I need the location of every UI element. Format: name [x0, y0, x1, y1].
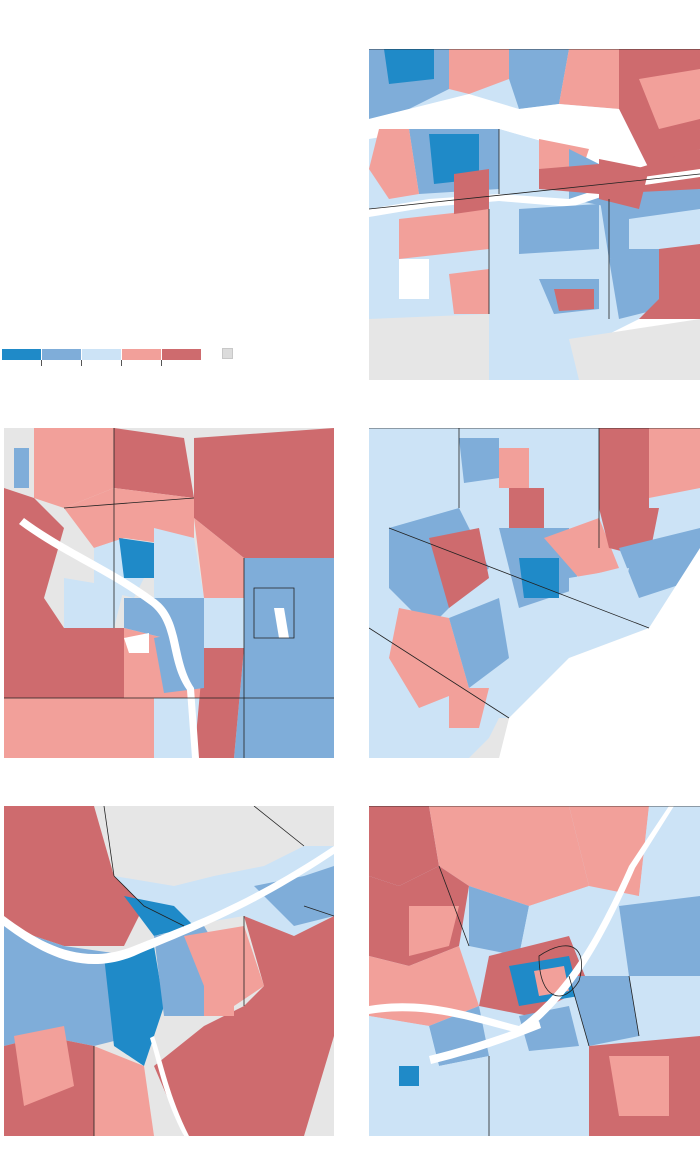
legend-tick-2 — [81, 360, 82, 366]
legend-tick-1 — [41, 360, 42, 366]
legend-swatch-2 — [42, 349, 81, 360]
map-montreal — [369, 806, 700, 1136]
legend-swatch-3 — [82, 349, 121, 360]
legend-swatch-5 — [162, 349, 201, 360]
map-legend — [2, 346, 242, 370]
legend-tick-3 — [121, 360, 122, 366]
legend-swatch-1 — [2, 349, 41, 360]
legend-no-data-swatch — [222, 348, 233, 359]
map-vancouver — [369, 49, 700, 380]
legend-tick-4 — [161, 360, 162, 366]
map-calgary — [4, 428, 334, 758]
legend-swatch-4 — [122, 349, 161, 360]
map-toronto — [369, 428, 700, 758]
map-ottawa — [4, 806, 334, 1136]
